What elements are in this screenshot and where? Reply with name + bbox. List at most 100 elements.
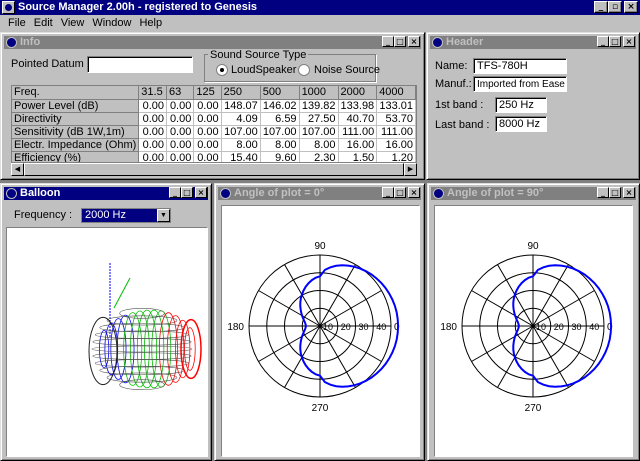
polar-90-titlebar[interactable]: Angle of plot = 90° _ □ × bbox=[431, 187, 636, 200]
table-cell[interactable]: 0.00 bbox=[193, 138, 222, 152]
table-cell[interactable]: 0.00 bbox=[138, 138, 168, 152]
column-header-250[interactable]: 250 bbox=[221, 86, 261, 100]
noise-source-radio[interactable] bbox=[298, 64, 310, 76]
table-cell[interactable]: 0.00 bbox=[138, 151, 168, 162]
polar-0-minimize-button[interactable]: _ bbox=[382, 187, 394, 198]
scroll-thumb[interactable] bbox=[24, 163, 404, 176]
table-cell[interactable]: 0.00 bbox=[193, 99, 222, 113]
table-cell[interactable]: 0.00 bbox=[193, 112, 222, 126]
polar-90-minimize-button[interactable]: _ bbox=[597, 187, 609, 198]
table-cell[interactable]: 0.00 bbox=[166, 138, 195, 152]
table-cell[interactable]: 107.00 bbox=[221, 125, 261, 139]
first-band-field[interactable]: 250 Hz bbox=[495, 97, 547, 113]
balloon-plot-area[interactable] bbox=[6, 227, 208, 457]
table-cell[interactable]: 8.00 bbox=[260, 138, 300, 152]
column-header-500[interactable]: 500 bbox=[260, 86, 300, 100]
menu-file[interactable]: File bbox=[8, 17, 26, 29]
table-cell[interactable]: 15.40 bbox=[221, 151, 261, 162]
row-header[interactable]: Power Level (dB) bbox=[12, 99, 140, 113]
info-maximize-button[interactable]: □ bbox=[394, 36, 406, 47]
table-cell[interactable]: 6.59 bbox=[260, 112, 300, 126]
polar-90-plot-area[interactable]: 10 20 30 40 90 270 180 0 bbox=[434, 205, 633, 457]
loudspeaker-radio-label[interactable]: LoudSpeaker bbox=[231, 64, 297, 76]
last-band-field[interactable]: 8000 Hz bbox=[495, 116, 547, 132]
noise-source-radio-label[interactable]: Noise Source bbox=[314, 64, 381, 76]
info-titlebar[interactable]: Info _ □ × bbox=[4, 36, 421, 49]
table-cell[interactable]: 2.30 bbox=[299, 151, 339, 162]
polar-90-maximize-button[interactable]: □ bbox=[609, 187, 621, 198]
manuf-field[interactable]: Imported from Ease bbox=[473, 76, 567, 92]
balloon-window-icon[interactable] bbox=[6, 188, 17, 199]
scroll-left-arrow-icon[interactable]: ◀ bbox=[11, 163, 24, 176]
table-cell[interactable]: 107.00 bbox=[299, 125, 339, 139]
balloon-maximize-button[interactable]: □ bbox=[181, 187, 193, 198]
balloon-close-button[interactable]: × bbox=[195, 187, 207, 198]
info-window-icon[interactable] bbox=[6, 37, 17, 48]
header-minimize-button[interactable]: _ bbox=[597, 36, 609, 47]
column-header-31.5[interactable]: 31.5 bbox=[138, 86, 168, 100]
table-cell[interactable]: 53.70 bbox=[376, 112, 416, 126]
name-field[interactable]: TFS-780H bbox=[473, 58, 567, 74]
table-cell[interactable]: 1.20 bbox=[376, 151, 416, 162]
table-cell[interactable]: 0.00 bbox=[166, 99, 195, 113]
info-minimize-button[interactable]: _ bbox=[382, 36, 394, 47]
frequency-dropdown[interactable]: 2000 Hz ▼ bbox=[81, 208, 171, 223]
balloon-minimize-button[interactable]: _ bbox=[169, 187, 181, 198]
row-header[interactable]: Sensitivity (dB 1W,1m) bbox=[12, 125, 140, 139]
table-cell[interactable]: 8.00 bbox=[299, 138, 339, 152]
column-header-1000[interactable]: 1000 bbox=[299, 86, 339, 100]
table-cell[interactable]: 148.07 bbox=[221, 99, 261, 113]
polar-0-titlebar[interactable]: Angle of plot = 0° _ □ × bbox=[218, 187, 421, 200]
header-titlebar[interactable]: Header _ □ × bbox=[430, 36, 636, 49]
polar-0-window-icon[interactable] bbox=[220, 188, 231, 199]
info-close-button[interactable]: × bbox=[408, 36, 420, 47]
dropdown-arrow-icon[interactable]: ▼ bbox=[157, 209, 170, 222]
row-header[interactable]: Efficiency (%) bbox=[12, 151, 140, 162]
table-cell[interactable]: 16.00 bbox=[338, 138, 378, 152]
pointed-datum-input[interactable] bbox=[87, 56, 193, 73]
menu-help[interactable]: Help bbox=[139, 17, 163, 29]
row-header[interactable]: Electr. Impedance (Ohm) bbox=[12, 138, 140, 152]
loudspeaker-radio[interactable] bbox=[216, 64, 228, 76]
table-cell[interactable]: 1.50 bbox=[338, 151, 378, 162]
polar-0-close-button[interactable]: × bbox=[408, 187, 420, 198]
polar-0-maximize-button[interactable]: □ bbox=[394, 187, 406, 198]
table-cell[interactable]: 40.70 bbox=[338, 112, 378, 126]
table-cell[interactable]: 0.00 bbox=[138, 99, 168, 113]
app-icon[interactable] bbox=[2, 1, 15, 14]
restore-button[interactable]: ▫ bbox=[608, 1, 622, 13]
header-window-icon[interactable] bbox=[432, 37, 443, 48]
table-cell[interactable]: 9.60 bbox=[260, 151, 300, 162]
info-data-grid[interactable]: Freq. 31.5 63 125 250 500 1000 2000 4000 Power Le… bbox=[11, 85, 417, 163]
table-cell[interactable]: 16.00 bbox=[376, 138, 416, 152]
info-hscrollbar[interactable]: ◀ ▶ bbox=[11, 163, 417, 176]
menu-window[interactable]: Window bbox=[92, 17, 132, 29]
header-close-button[interactable]: × bbox=[623, 36, 635, 47]
table-cell[interactable]: 139.82 bbox=[299, 99, 339, 113]
scroll-right-arrow-icon[interactable]: ▶ bbox=[404, 163, 417, 176]
table-cell[interactable]: 0.00 bbox=[138, 112, 168, 126]
table-cell[interactable]: 133.98 bbox=[338, 99, 378, 113]
table-cell[interactable]: 111.00 bbox=[338, 125, 378, 139]
column-header-125[interactable]: 125 bbox=[193, 86, 222, 100]
minimize-button[interactable]: _ bbox=[594, 1, 608, 13]
table-cell[interactable]: 107.00 bbox=[260, 125, 300, 139]
menu-edit[interactable]: Edit bbox=[33, 17, 53, 29]
table-cell[interactable]: 0.00 bbox=[193, 151, 222, 162]
table-cell[interactable]: 133.01 bbox=[376, 99, 416, 113]
table-cell[interactable]: 146.02 bbox=[260, 99, 300, 113]
table-cell[interactable]: 0.00 bbox=[193, 125, 222, 139]
balloon-titlebar[interactable]: Balloon _ □ × bbox=[4, 187, 208, 200]
table-cell[interactable]: 8.00 bbox=[221, 138, 261, 152]
menu-view[interactable]: View bbox=[60, 17, 85, 29]
polar-90-close-button[interactable]: × bbox=[623, 187, 635, 198]
polar-0-plot-area[interactable]: 10 20 30 40 90 270 180 0 bbox=[221, 205, 420, 457]
table-cell[interactable]: 4.09 bbox=[221, 112, 261, 126]
column-header-2000[interactable]: 2000 bbox=[338, 86, 378, 100]
column-header-4000[interactable]: 4000 bbox=[376, 86, 416, 100]
header-maximize-button[interactable]: □ bbox=[609, 36, 621, 47]
close-button[interactable]: × bbox=[624, 1, 638, 13]
table-cell[interactable]: 27.50 bbox=[299, 112, 339, 126]
app-titlebar[interactable]: Source Manager 2.00h - registered to Gen… bbox=[0, 0, 640, 15]
column-header-freq[interactable]: Freq. bbox=[12, 86, 140, 100]
